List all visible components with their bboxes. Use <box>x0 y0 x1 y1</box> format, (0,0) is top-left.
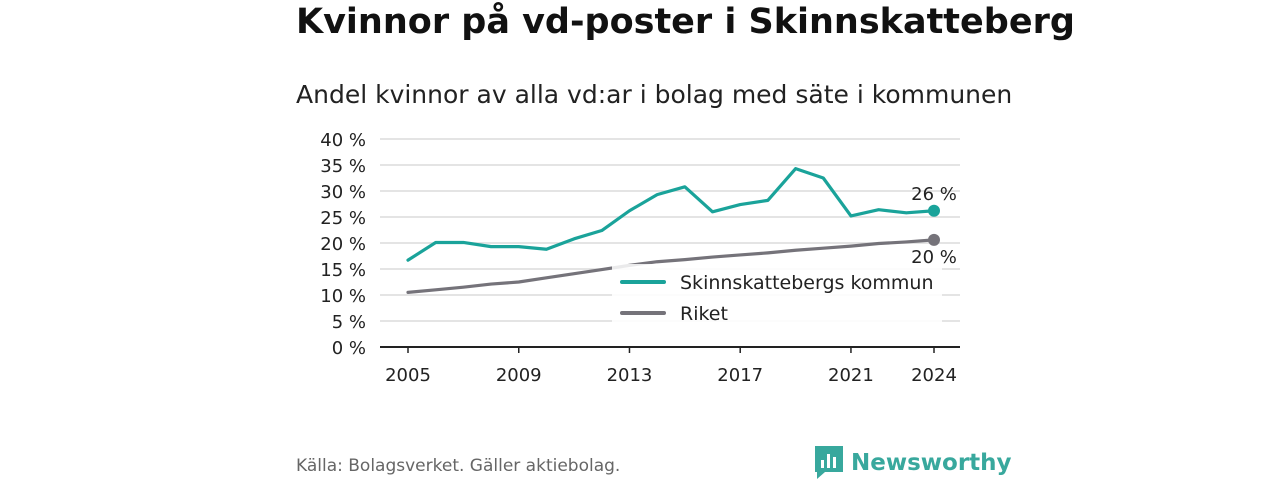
end-label-riket: 20 % <box>911 247 957 268</box>
x-tick-label: 2017 <box>717 365 763 386</box>
brand-name: Newsworthy <box>851 450 1012 476</box>
x-tick-label: 2024 <box>911 365 957 386</box>
series-line-riket <box>406 238 936 294</box>
y-tick-label: 40 % <box>320 130 366 151</box>
y-tick-label: 35 % <box>320 156 366 177</box>
source-note: Källa: Bolagsverket. Gäller aktiebolag. <box>296 456 621 476</box>
grid-lines <box>380 138 960 348</box>
chart-title: Kvinnor på vd-poster i Skinnskatteberg <box>296 2 1075 42</box>
legend-background <box>612 264 942 328</box>
y-tick-label: 0 % <box>332 338 366 359</box>
y-tick-label: 5 % <box>332 312 366 333</box>
legend: Skinnskattebergs kommun Riket <box>612 264 942 328</box>
series-lines <box>406 167 940 294</box>
legend-label: Skinnskattebergs kommun <box>680 272 934 294</box>
y-tick-label: 30 % <box>320 182 366 203</box>
y-tick-label: 15 % <box>320 260 366 281</box>
y-tick-label: 10 % <box>320 286 366 307</box>
end-label-skinnskatteberg: 26 % <box>911 184 957 205</box>
x-tick-label: 2021 <box>828 365 874 386</box>
series-line-skinnskatteberg <box>406 167 936 262</box>
end-labels: 26 % 20 % <box>911 184 957 268</box>
y-tick-label: 25 % <box>320 208 366 229</box>
y-axis-ticks: 0 % 5 % 10 % 15 % 20 % 25 % 30 % 35 % 40 % <box>320 130 366 359</box>
newsworthy-logo-icon <box>815 446 843 479</box>
chart-subtitle: Andel kvinnor av alla vd:ar i bolag med … <box>296 80 1013 109</box>
series-end-point <box>928 204 940 217</box>
series-end-point <box>928 233 940 246</box>
y-tick-label: 20 % <box>320 234 366 255</box>
x-tick-label: 2013 <box>607 365 653 386</box>
x-tick-label: 2009 <box>496 365 542 386</box>
brand-logo: Newsworthy <box>815 446 1012 480</box>
legend-label: Riket <box>680 303 728 325</box>
x-axis-ticks: 2005 2009 2013 2017 2021 2024 <box>385 347 957 386</box>
x-tick-label: 2005 <box>385 365 431 386</box>
